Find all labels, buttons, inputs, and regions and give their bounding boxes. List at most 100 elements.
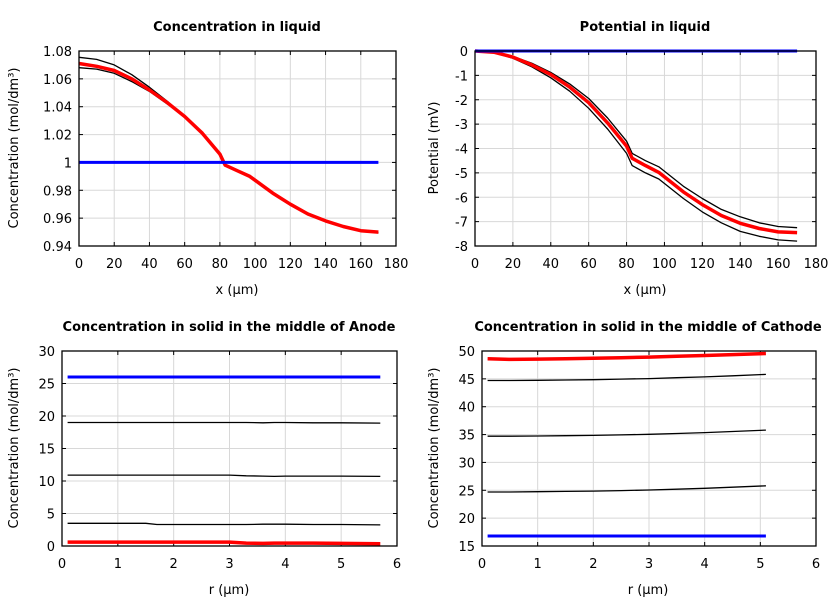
x-tick-label: 80	[212, 257, 229, 272]
x-tick-label: 60	[176, 257, 193, 272]
y-tick-label: 25	[458, 484, 475, 499]
x-axis-label: x (µm)	[624, 283, 667, 298]
plot-frame	[474, 50, 817, 247]
x-tick-label: 0	[58, 557, 66, 572]
x-tick-label: 1	[534, 557, 542, 572]
x-tick-label: 180	[804, 257, 829, 272]
x-tick-label: 0	[75, 257, 83, 272]
y-tick-label: 1.08	[43, 45, 72, 60]
x-tick-label: 180	[384, 257, 409, 272]
x-tick-label: 100	[652, 257, 677, 272]
x-axis-label: x (µm)	[216, 283, 259, 298]
y-tick-label: 20	[458, 512, 475, 527]
y-tick-label: 0.98	[43, 184, 72, 199]
series-line-0	[487, 351, 766, 362]
plot-title: Concentration in liquid	[153, 20, 321, 35]
y-axis-label: Concentration (mol/dm³)	[7, 68, 22, 229]
x-tick-label: 160	[348, 257, 373, 272]
y-tick-label: 0	[460, 45, 468, 60]
y-tick-label: 30	[38, 345, 55, 360]
x-tick-label: 2	[589, 557, 597, 572]
y-tick-label: 15	[38, 443, 55, 458]
gridlines	[61, 350, 398, 547]
plot-title: Concentration in solid in the middle of …	[63, 320, 396, 335]
y-tick-label: 45	[458, 373, 475, 388]
y-tick-label: -7	[455, 216, 468, 231]
x-tick-label: 4	[281, 557, 289, 572]
x-axis-label: r (µm)	[628, 583, 669, 598]
x-tick-label: 0	[478, 557, 486, 572]
y-tick-label: -1	[455, 69, 468, 84]
series-line-1	[487, 373, 766, 382]
y-tick-label: 1.04	[43, 101, 72, 116]
plot-frame	[481, 350, 817, 547]
x-tick-label: 5	[337, 557, 345, 572]
x-tick-label: 4	[701, 557, 709, 572]
x-tick-label: 20	[106, 257, 123, 272]
y-tick-label: 15	[458, 540, 475, 555]
x-tick-label: 80	[618, 257, 635, 272]
y-axis-label: Potential (mV)	[427, 102, 442, 195]
x-tick-label: 100	[243, 257, 268, 272]
plot-frame	[78, 50, 397, 247]
x-tick-label: 5	[756, 557, 764, 572]
x-tick-label: 0	[471, 257, 479, 272]
y-tick-label: 40	[458, 401, 475, 416]
y-tick-label: 20	[38, 410, 55, 425]
x-tick-label: 1	[114, 557, 122, 572]
plot-concentration-liquid: Concentration in liquid x (µm) Concentra…	[7, 20, 408, 298]
series-line-0	[474, 50, 798, 229]
series-line-0	[78, 56, 379, 234]
plot-concentration-solid-anode: Concentration in solid in the middle of …	[7, 320, 401, 598]
series-line-1	[474, 50, 798, 242]
y-tick-label: -4	[455, 143, 468, 158]
y-tick-label: 0.96	[43, 212, 72, 227]
x-tick-label: 2	[170, 557, 178, 572]
y-tick-label: 1.02	[43, 129, 72, 144]
x-tick-label: 3	[645, 557, 653, 572]
y-tick-label: -6	[455, 191, 468, 206]
series-line-4	[67, 540, 381, 546]
x-tick-label: 20	[505, 257, 522, 272]
gridlines	[474, 50, 817, 247]
y-tick-label: -8	[455, 240, 468, 255]
x-tick-label: 6	[812, 557, 820, 572]
series-line-2	[67, 474, 381, 478]
plot-frame	[61, 350, 398, 547]
y-tick-label: 0	[47, 540, 55, 555]
gridlines	[78, 50, 397, 247]
y-tick-label: 0.94	[43, 240, 72, 255]
x-tick-label: 120	[690, 257, 715, 272]
series-line-2	[78, 61, 379, 234]
y-axis-label: Concentration (mol/dm³)	[7, 368, 22, 529]
y-tick-label: 10	[38, 475, 55, 490]
x-tick-label: 3	[225, 557, 233, 572]
series-line-3	[67, 522, 381, 526]
series-line-1	[78, 67, 379, 234]
x-tick-label: 40	[543, 257, 560, 272]
y-tick-label: -3	[455, 118, 468, 133]
series-line-3	[487, 485, 766, 493]
series-line-2	[487, 429, 766, 437]
x-tick-label: 120	[278, 257, 303, 272]
y-axis-label: Concentration (mol/dm³)	[427, 368, 442, 529]
x-tick-label: 140	[313, 257, 338, 272]
y-tick-label: 1	[64, 156, 72, 171]
series-line-1	[67, 421, 381, 424]
x-tick-label: 6	[393, 557, 401, 572]
x-tick-label: 60	[580, 257, 597, 272]
x-tick-label: 40	[141, 257, 158, 272]
x-tick-label: 140	[728, 257, 753, 272]
y-tick-label: -5	[455, 167, 468, 182]
y-tick-label: 5	[47, 508, 55, 523]
plot-concentration-solid-cathode: Concentration in solid in the middle of …	[427, 320, 822, 598]
y-tick-label: 35	[458, 429, 475, 444]
y-tick-label: 30	[458, 456, 475, 471]
plot-potential-liquid: Potential in liquid x (µm) Potential (mV…	[427, 20, 828, 298]
y-tick-label: -2	[455, 94, 468, 109]
y-tick-label: 25	[38, 378, 55, 393]
series-line-2	[474, 49, 798, 235]
plot-title: Potential in liquid	[580, 20, 711, 35]
plot-title: Concentration in solid in the middle of …	[474, 320, 822, 335]
